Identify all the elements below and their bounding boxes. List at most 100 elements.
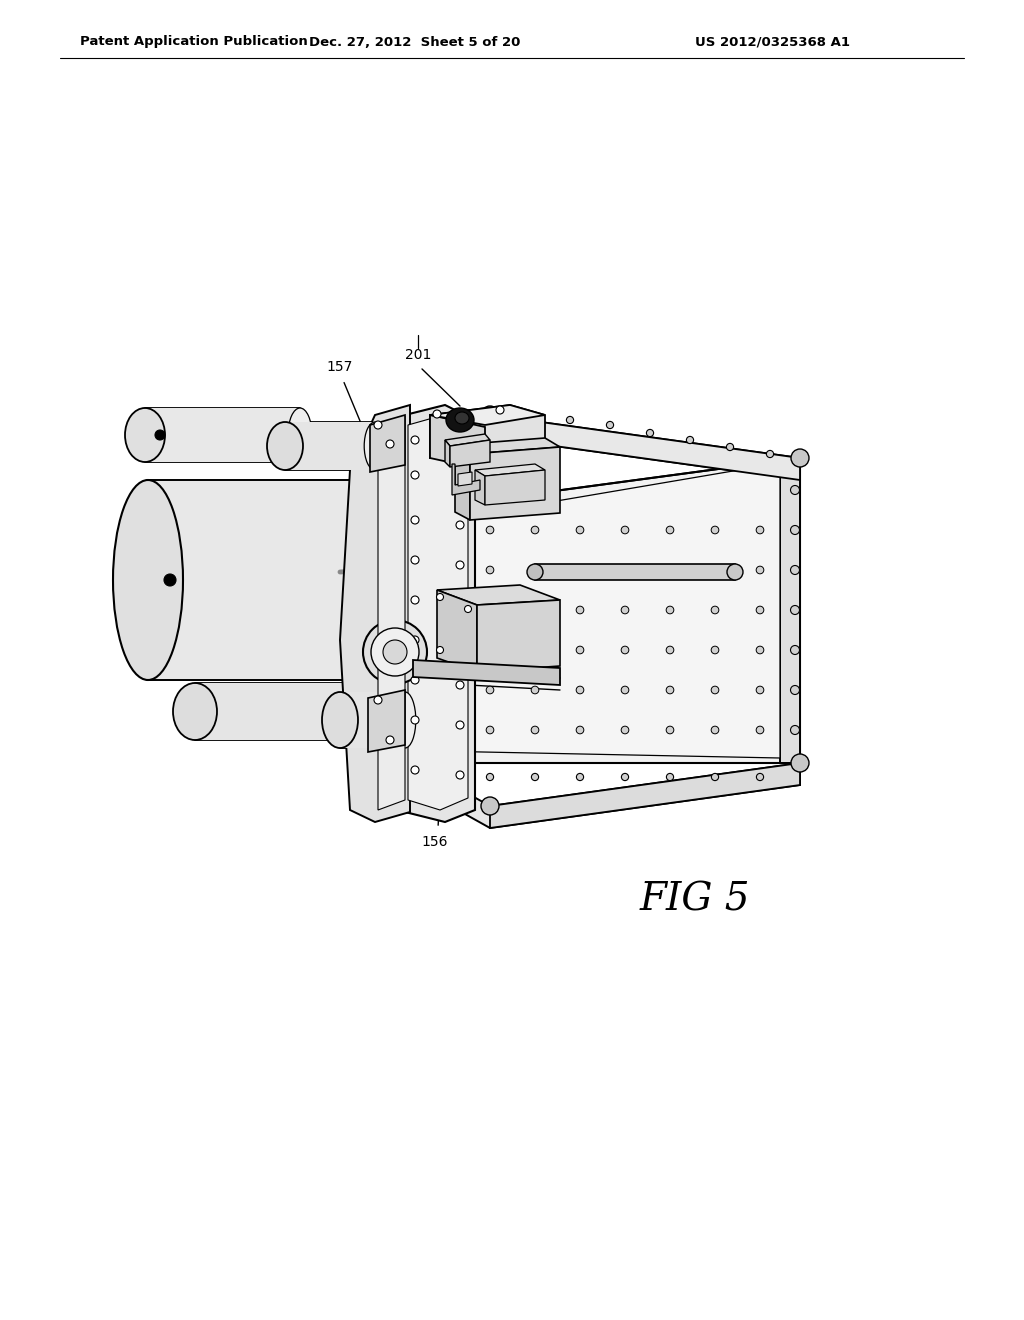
Ellipse shape [712, 647, 719, 653]
Ellipse shape [441, 726, 449, 734]
Ellipse shape [527, 564, 543, 579]
Ellipse shape [712, 774, 719, 780]
Ellipse shape [496, 407, 504, 414]
Ellipse shape [726, 444, 733, 450]
Ellipse shape [441, 527, 449, 533]
Ellipse shape [386, 737, 394, 744]
Ellipse shape [531, 566, 539, 574]
Ellipse shape [446, 408, 474, 432]
Polygon shape [378, 416, 406, 810]
Polygon shape [370, 414, 406, 473]
Ellipse shape [486, 774, 494, 780]
Ellipse shape [411, 471, 419, 479]
Ellipse shape [712, 606, 719, 614]
Ellipse shape [456, 521, 464, 529]
Ellipse shape [756, 647, 764, 653]
Ellipse shape [577, 774, 584, 780]
Polygon shape [475, 465, 545, 477]
Ellipse shape [411, 676, 419, 684]
Ellipse shape [360, 480, 400, 680]
Polygon shape [413, 414, 800, 532]
Polygon shape [430, 414, 485, 470]
Polygon shape [780, 458, 800, 763]
Polygon shape [450, 440, 490, 467]
Ellipse shape [486, 527, 494, 533]
Ellipse shape [667, 774, 674, 780]
Text: 201: 201 [404, 348, 431, 362]
Ellipse shape [481, 407, 499, 424]
Ellipse shape [667, 726, 674, 734]
Ellipse shape [456, 477, 464, 484]
Ellipse shape [411, 636, 419, 644]
Ellipse shape [411, 766, 419, 774]
Ellipse shape [667, 686, 674, 694]
Ellipse shape [288, 408, 312, 462]
Ellipse shape [577, 566, 584, 574]
Polygon shape [535, 564, 735, 579]
Polygon shape [285, 422, 375, 470]
Polygon shape [452, 465, 480, 495]
Ellipse shape [436, 594, 443, 601]
Polygon shape [485, 470, 545, 506]
Polygon shape [433, 463, 780, 758]
Polygon shape [437, 585, 560, 605]
Ellipse shape [455, 412, 469, 424]
Ellipse shape [756, 527, 764, 533]
Polygon shape [340, 405, 410, 822]
Polygon shape [430, 405, 545, 458]
Polygon shape [195, 682, 370, 741]
Polygon shape [470, 447, 560, 520]
Ellipse shape [411, 715, 419, 723]
Text: Dec. 27, 2012  Sheet 5 of 20: Dec. 27, 2012 Sheet 5 of 20 [309, 36, 520, 49]
Ellipse shape [374, 421, 382, 429]
Ellipse shape [481, 797, 499, 814]
Polygon shape [490, 414, 800, 480]
Polygon shape [437, 590, 477, 672]
Ellipse shape [712, 566, 719, 574]
Ellipse shape [383, 640, 407, 664]
Ellipse shape [441, 606, 449, 614]
Ellipse shape [433, 411, 441, 418]
Ellipse shape [712, 726, 719, 734]
Ellipse shape [436, 647, 443, 653]
Ellipse shape [394, 692, 416, 748]
Polygon shape [413, 660, 560, 685]
Polygon shape [458, 473, 472, 486]
Ellipse shape [486, 726, 494, 734]
Ellipse shape [173, 682, 217, 741]
Ellipse shape [531, 686, 539, 694]
Ellipse shape [356, 682, 383, 741]
Ellipse shape [756, 566, 764, 574]
Text: US 2012/0325368 A1: US 2012/0325368 A1 [695, 36, 850, 49]
Polygon shape [477, 601, 560, 672]
Ellipse shape [404, 754, 422, 772]
Ellipse shape [622, 726, 629, 734]
Polygon shape [148, 480, 380, 680]
Ellipse shape [386, 440, 394, 447]
Ellipse shape [356, 556, 364, 564]
Polygon shape [445, 434, 490, 446]
Ellipse shape [791, 685, 800, 694]
Text: Patent Application Publication: Patent Application Publication [80, 36, 308, 49]
Ellipse shape [411, 436, 419, 444]
Ellipse shape [441, 647, 449, 653]
Ellipse shape [531, 774, 539, 780]
Ellipse shape [322, 692, 358, 748]
Polygon shape [430, 405, 545, 425]
Ellipse shape [791, 486, 800, 495]
Ellipse shape [456, 561, 464, 569]
Ellipse shape [791, 449, 809, 467]
Ellipse shape [456, 681, 464, 689]
Ellipse shape [667, 527, 674, 533]
Ellipse shape [411, 597, 419, 605]
Text: 156: 156 [422, 836, 449, 849]
Ellipse shape [756, 726, 764, 734]
Polygon shape [455, 445, 470, 520]
Ellipse shape [622, 686, 629, 694]
Polygon shape [145, 408, 300, 462]
Ellipse shape [531, 726, 539, 734]
Ellipse shape [404, 502, 422, 519]
Ellipse shape [577, 606, 584, 614]
Ellipse shape [164, 574, 176, 586]
Ellipse shape [577, 726, 584, 734]
